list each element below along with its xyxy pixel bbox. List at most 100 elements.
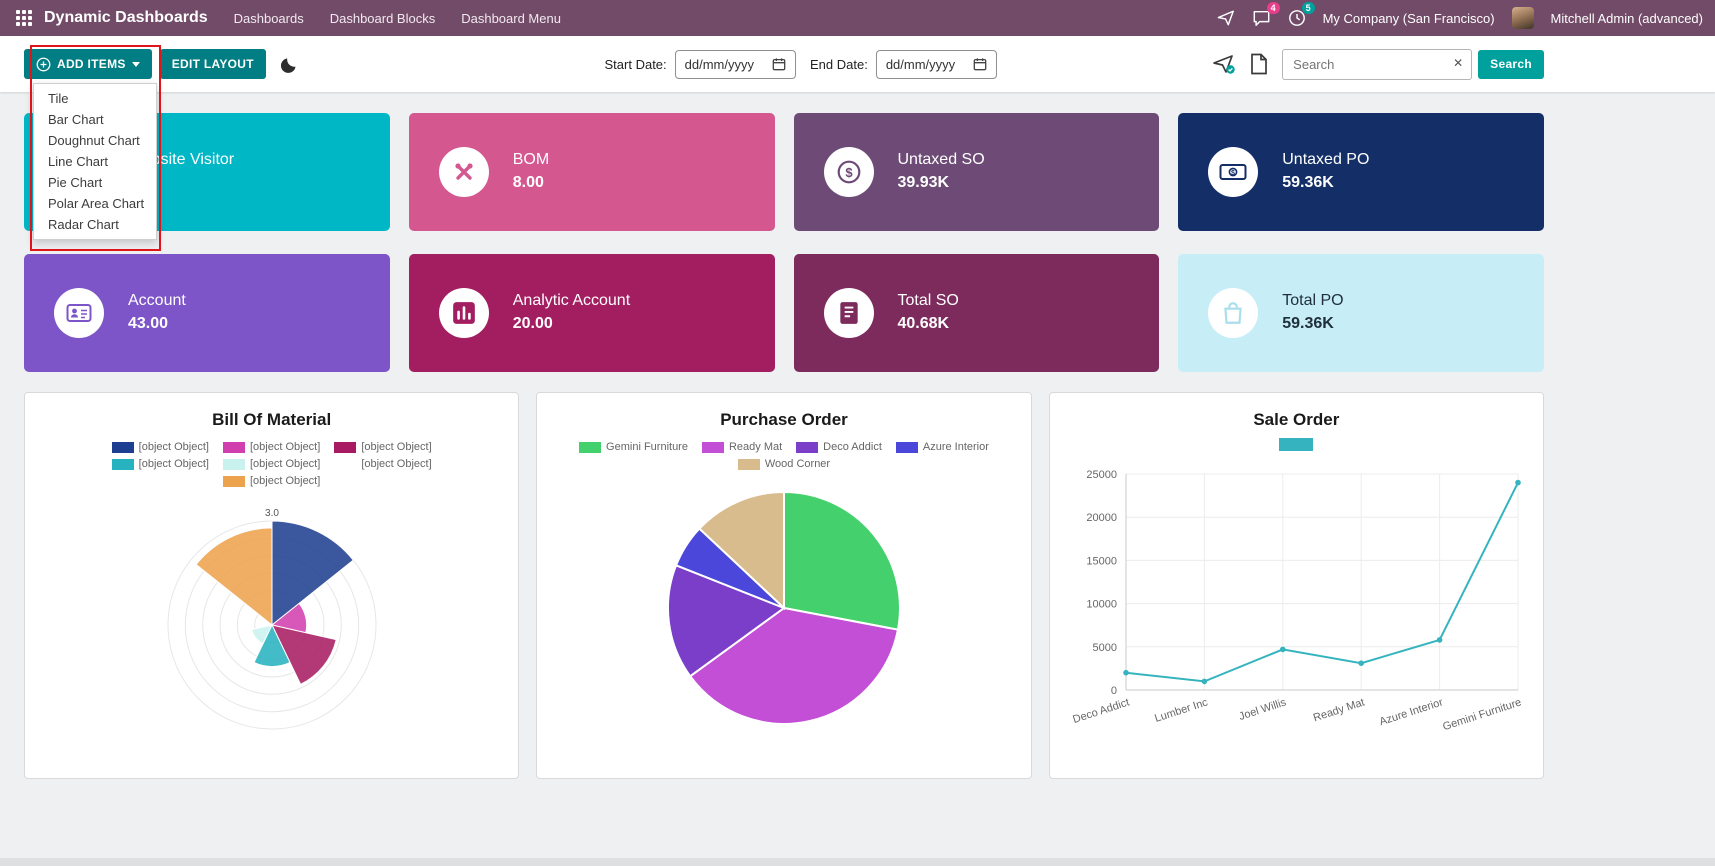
tiles-grid: Website Visitor BOM 8.00 $ Untaxed SO 39.93K $… (24, 113, 1544, 372)
chart-title: Sale Order (1253, 410, 1340, 429)
legend-item[interactable]: [object Object] (111, 441, 209, 453)
tile-title: Total PO (1282, 292, 1344, 309)
tile-value: 39.93K (897, 174, 950, 191)
messages-icon[interactable]: 4 (1252, 2, 1280, 27)
legend-swatch (895, 441, 918, 453)
start-date-value: dd/mm/yyyy (684, 56, 754, 72)
app-title[interactable]: Dynamic Dashboards (44, 9, 208, 26)
tile-bom[interactable]: BOM 8.00 (408, 113, 775, 231)
legend-item[interactable]: Ready Mat (701, 441, 782, 453)
calendar-icon (772, 57, 786, 71)
dropdown-item-polar-area-chart[interactable]: Polar Area Chart (48, 196, 145, 211)
shopping-bag-icon (1208, 288, 1259, 338)
tile-total-so[interactable]: Total SO 40.68K (793, 254, 1160, 372)
main-menu: Dashboards Dashboard Blocks Dashboard Me… (234, 11, 561, 26)
legend-item[interactable]: [object Object] (334, 458, 432, 470)
dark-mode-moon-icon[interactable] (280, 54, 300, 74)
date-filters: Start Date: dd/mm/yyyy End Date: dd/mm/y… (605, 49, 998, 79)
menu-dashboard-menu[interactable]: Dashboard Menu (461, 10, 561, 26)
legend-item[interactable]: [object Object] (222, 475, 320, 487)
tile-title: BOM (512, 151, 550, 168)
svg-text:25000: 25000 (1087, 469, 1118, 481)
legend-swatch (111, 458, 134, 470)
company-switcher[interactable]: My Company (San Francisco) (1322, 10, 1495, 26)
search-button[interactable]: Search (1478, 49, 1544, 79)
tile-title: Total SO (897, 292, 959, 309)
bar-chart-icon (438, 288, 489, 338)
tile-title: Untaxed PO (1282, 151, 1370, 168)
legend-item[interactable]: [object Object] (334, 441, 432, 453)
tile-value: 43.00 (128, 315, 169, 332)
plus-circle-icon (36, 57, 51, 72)
tile-untaxed-so[interactable]: $ Untaxed SO 39.93K (793, 113, 1160, 231)
legend-swatch (579, 441, 602, 453)
dropdown-item-tile[interactable]: Tile (48, 91, 69, 106)
tile-title: Analytic Account (512, 292, 631, 309)
svg-text:0: 0 (1111, 685, 1117, 697)
tile-total-po[interactable]: Total PO 59.36K (1178, 254, 1544, 372)
line-chart[interactable]: 0 5000 10000 15000 20000 25000 Deco Addict Lumb… (1056, 456, 1536, 756)
svg-text:$: $ (1231, 170, 1235, 177)
legend-item[interactable]: [object Object] (222, 441, 320, 453)
svg-text:Gemini Furniture: Gemini Furniture (1442, 696, 1524, 733)
chart-legend: [object Object] [object Object] [object Ob… (92, 441, 452, 487)
pdf-export-icon[interactable] (1250, 53, 1268, 75)
legend-item[interactable]: [object Object] (222, 458, 320, 470)
legend-item[interactable]: Wood Corner (737, 458, 830, 470)
end-date-input[interactable]: dd/mm/yyyy (875, 49, 998, 79)
legend-item[interactable]: [object Object] (111, 458, 209, 470)
add-items-button[interactable]: ADD ITEMS (24, 49, 152, 79)
svg-text:$: $ (845, 165, 853, 180)
activities-badge: 5 (1301, 2, 1315, 14)
send-mail-icon[interactable] (1212, 53, 1236, 75)
legend-item[interactable]: Azure Interior (895, 441, 989, 453)
systray: 4 5 My Company (San Francisco) Mitchell … (1217, 2, 1703, 29)
avatar[interactable] (1511, 7, 1534, 29)
svg-text:10000: 10000 (1087, 599, 1118, 611)
add-items-label: ADD ITEMS (57, 57, 126, 71)
menu-dashboard-blocks[interactable]: Dashboard Blocks (329, 10, 436, 26)
svg-text:Ready Mat: Ready Mat (1312, 696, 1366, 724)
apps-grid-icon[interactable] (16, 10, 32, 26)
tools-icon (438, 147, 489, 197)
tile-untaxed-po[interactable]: $ Untaxed PO 59.36K (1178, 113, 1544, 231)
start-date-input[interactable]: dd/mm/yyyy (674, 49, 796, 79)
receipt-icon (823, 288, 874, 338)
legend-swatch (222, 475, 245, 487)
svg-text:3.0: 3.0 (265, 508, 279, 519)
control-bar: ADD ITEMS EDIT LAYOUT Start Date: dd/mm/… (0, 36, 1715, 92)
tile-value: 59.36K (1282, 315, 1334, 332)
end-date-value: dd/mm/yyyy (885, 56, 956, 72)
search-input[interactable] (1282, 48, 1473, 80)
legend-item[interactable]: Deco Addict (796, 441, 882, 453)
tile-account[interactable]: Account 43.00 (24, 254, 390, 372)
pie-chart[interactable] (549, 474, 1019, 734)
chart-legend: Gemini Furniture Ready Mat Deco Addict Azur… (564, 441, 1004, 470)
dropdown-item-bar-chart[interactable]: Bar Chart (48, 112, 104, 127)
paper-plane-icon[interactable] (1217, 9, 1235, 27)
activities-clock-icon[interactable]: 5 (1288, 2, 1315, 27)
menu-dashboards[interactable]: Dashboards (233, 10, 304, 26)
user-menu[interactable]: Mitchell Admin (advanced) (1550, 10, 1703, 26)
tile-value: 20.00 (512, 315, 553, 332)
polar-area-chart[interactable]: 3.0 (42, 491, 502, 737)
calendar-icon (973, 57, 987, 71)
tile-title: Untaxed SO (897, 151, 985, 168)
dropdown-item-pie-chart[interactable]: Pie Chart (48, 175, 103, 190)
dropdown-item-doughnut-chart[interactable]: Doughnut Chart (48, 133, 140, 148)
legend-swatch (222, 458, 245, 470)
dropdown-item-line-chart[interactable]: Line Chart (48, 154, 108, 169)
svg-text:Lumber Inc: Lumber Inc (1154, 696, 1211, 725)
legend-swatch (796, 441, 819, 453)
legend-item[interactable]: Gemini Furniture (579, 441, 688, 453)
edit-layout-button[interactable]: EDIT LAYOUT (159, 49, 266, 79)
legend-swatch (111, 441, 134, 453)
legend-swatch[interactable] (1279, 438, 1314, 451)
horizontal-scrollbar[interactable] (0, 858, 1715, 866)
add-items-dropdown: Tile Bar Chart Doughnut Chart Line Chart Pie… (33, 83, 157, 240)
dashboard-content: Website Visitor BOM 8.00 $ Untaxed SO 39.93K $… (24, 113, 1544, 779)
tile-analytic-account[interactable]: Analytic Account 20.00 (408, 254, 775, 372)
toolbar-right-group: ✕ Search (1212, 48, 1544, 80)
dropdown-item-radar-chart[interactable]: Radar Chart (48, 217, 119, 232)
clear-search-icon[interactable]: ✕ (1453, 55, 1464, 70)
